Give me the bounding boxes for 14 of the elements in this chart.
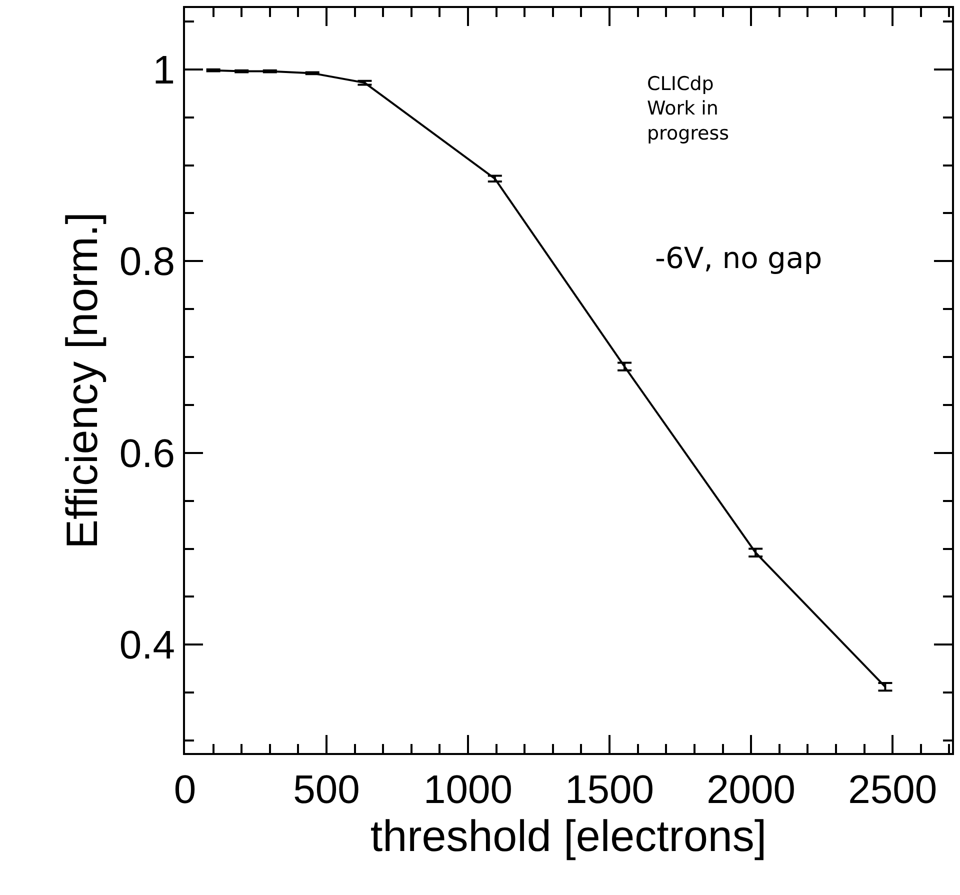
x-tick-label: 1000: [424, 768, 513, 812]
y-tick-label: 1: [152, 48, 175, 92]
y-tick-label: 0.4: [119, 624, 175, 668]
y-tick-label: 0.6: [119, 432, 175, 476]
y-axis-title: Efficiency [norm.]: [58, 212, 107, 549]
x-tick-label: 2500: [848, 768, 938, 812]
y-tick-label: 0.8: [119, 240, 175, 284]
x-tick-label: 0: [174, 768, 196, 812]
x-tick-label: 2000: [706, 768, 796, 812]
x-tick-label: 1500: [565, 768, 654, 812]
annotation: CLICdp Work in progress: [647, 73, 730, 144]
annotation: -6V, no gap: [655, 241, 822, 275]
x-axis-title: threshold [electrons]: [370, 812, 767, 861]
x-tick-label: 500: [293, 768, 360, 812]
